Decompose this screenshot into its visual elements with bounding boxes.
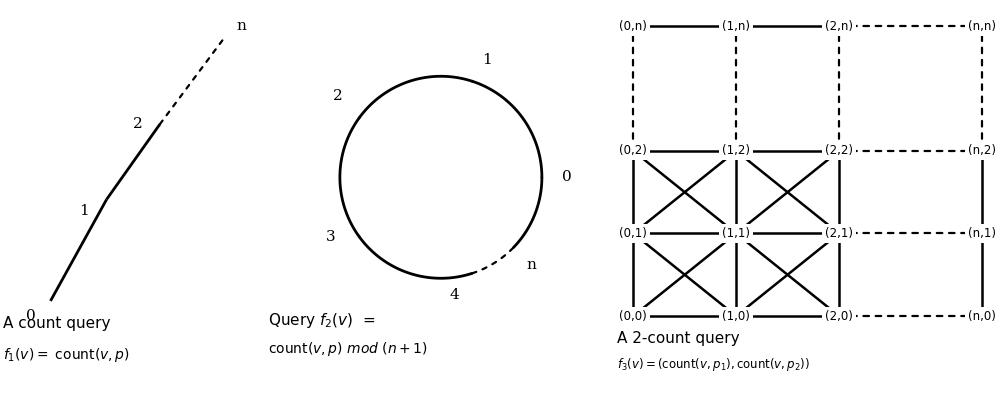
Text: $f_1(v) = $ count$(v, p)$: $f_1(v) = $ count$(v, p)$ (3, 346, 129, 364)
Text: (n,n): (n,n) (968, 20, 996, 33)
Text: 1: 1 (79, 204, 89, 218)
Text: (1,0): (1,0) (722, 310, 750, 322)
Text: (0,1): (0,1) (619, 227, 647, 240)
Text: (0,0): (0,0) (619, 310, 647, 322)
Text: 0: 0 (26, 309, 36, 323)
Text: (n,1): (n,1) (968, 227, 996, 240)
Text: 4: 4 (449, 288, 459, 302)
Text: A 2-count query: A 2-count query (617, 331, 739, 346)
Text: 2: 2 (333, 89, 343, 103)
Text: n: n (236, 19, 246, 33)
Text: A count query: A count query (3, 316, 110, 331)
Text: count$(v, p)$ $mod$ $(n + 1)$: count$(v, p)$ $mod$ $(n + 1)$ (268, 340, 428, 358)
Text: (2,2): (2,2) (825, 145, 853, 157)
Text: (2,1): (2,1) (825, 227, 853, 240)
Text: Query $f_2(v)$  =: Query $f_2(v)$ = (268, 311, 376, 330)
Text: (0,n): (0,n) (619, 20, 647, 33)
Text: (1,n): (1,n) (722, 20, 750, 33)
Text: 0: 0 (562, 170, 572, 184)
Text: (1,2): (1,2) (722, 145, 750, 157)
Text: (0,2): (0,2) (619, 145, 647, 157)
Text: 1: 1 (482, 53, 491, 67)
Text: 2: 2 (132, 117, 142, 131)
Text: (2,n): (2,n) (825, 20, 853, 33)
Text: n: n (527, 258, 537, 272)
Text: (2,0): (2,0) (825, 310, 853, 322)
Text: (1,1): (1,1) (722, 227, 750, 240)
Text: 3: 3 (326, 230, 335, 244)
Text: (n,0): (n,0) (968, 310, 996, 322)
Text: (n,2): (n,2) (968, 145, 996, 157)
Text: $f_3(v) = (\mathrm{count}(v, p_1), \mathrm{count}(v, p_2))$: $f_3(v) = (\mathrm{count}(v, p_1), \math… (617, 356, 811, 373)
